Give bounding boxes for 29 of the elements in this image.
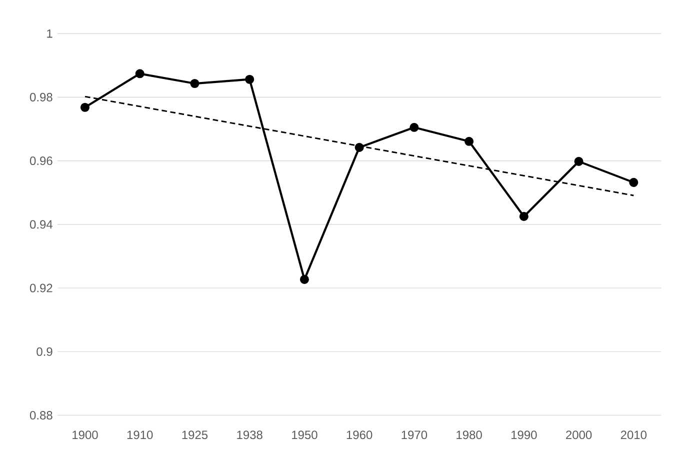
point bbox=[245, 74, 254, 84]
point bbox=[629, 178, 638, 187]
point bbox=[410, 122, 419, 132]
point bbox=[135, 69, 144, 78]
y-tick-label: 1 bbox=[47, 29, 52, 38]
x-tick-label: 1960 bbox=[346, 430, 372, 440]
x-tick-label: 1950 bbox=[292, 430, 318, 440]
x-tick-label: 1910 bbox=[127, 430, 153, 440]
point bbox=[300, 274, 309, 284]
x-tick-label: 2000 bbox=[566, 430, 592, 440]
x-tick-label: 2010 bbox=[620, 430, 647, 440]
x-tick-label: 1970 bbox=[402, 430, 428, 440]
y-tick-label: 0.94 bbox=[30, 220, 52, 229]
x-tick-label: 1980 bbox=[456, 430, 482, 440]
y-tick-label: 0.96 bbox=[30, 156, 52, 165]
y-tick-label: 0.92 bbox=[30, 284, 52, 292]
point bbox=[464, 136, 474, 146]
y-tick-label: 0.9 bbox=[36, 347, 52, 356]
point bbox=[574, 156, 584, 166]
x-tick-label: 1938 bbox=[237, 430, 262, 440]
x-tick-label: 1990 bbox=[512, 430, 537, 440]
x-tick-label: 1900 bbox=[72, 430, 98, 440]
point bbox=[519, 212, 528, 221]
y-tick-label: 0.98 bbox=[30, 92, 52, 102]
point bbox=[354, 142, 364, 152]
point bbox=[80, 102, 90, 112]
y-tick-label: 0.88 bbox=[30, 410, 52, 420]
point bbox=[190, 78, 200, 88]
x-tick-label: 1925 bbox=[182, 430, 208, 440]
